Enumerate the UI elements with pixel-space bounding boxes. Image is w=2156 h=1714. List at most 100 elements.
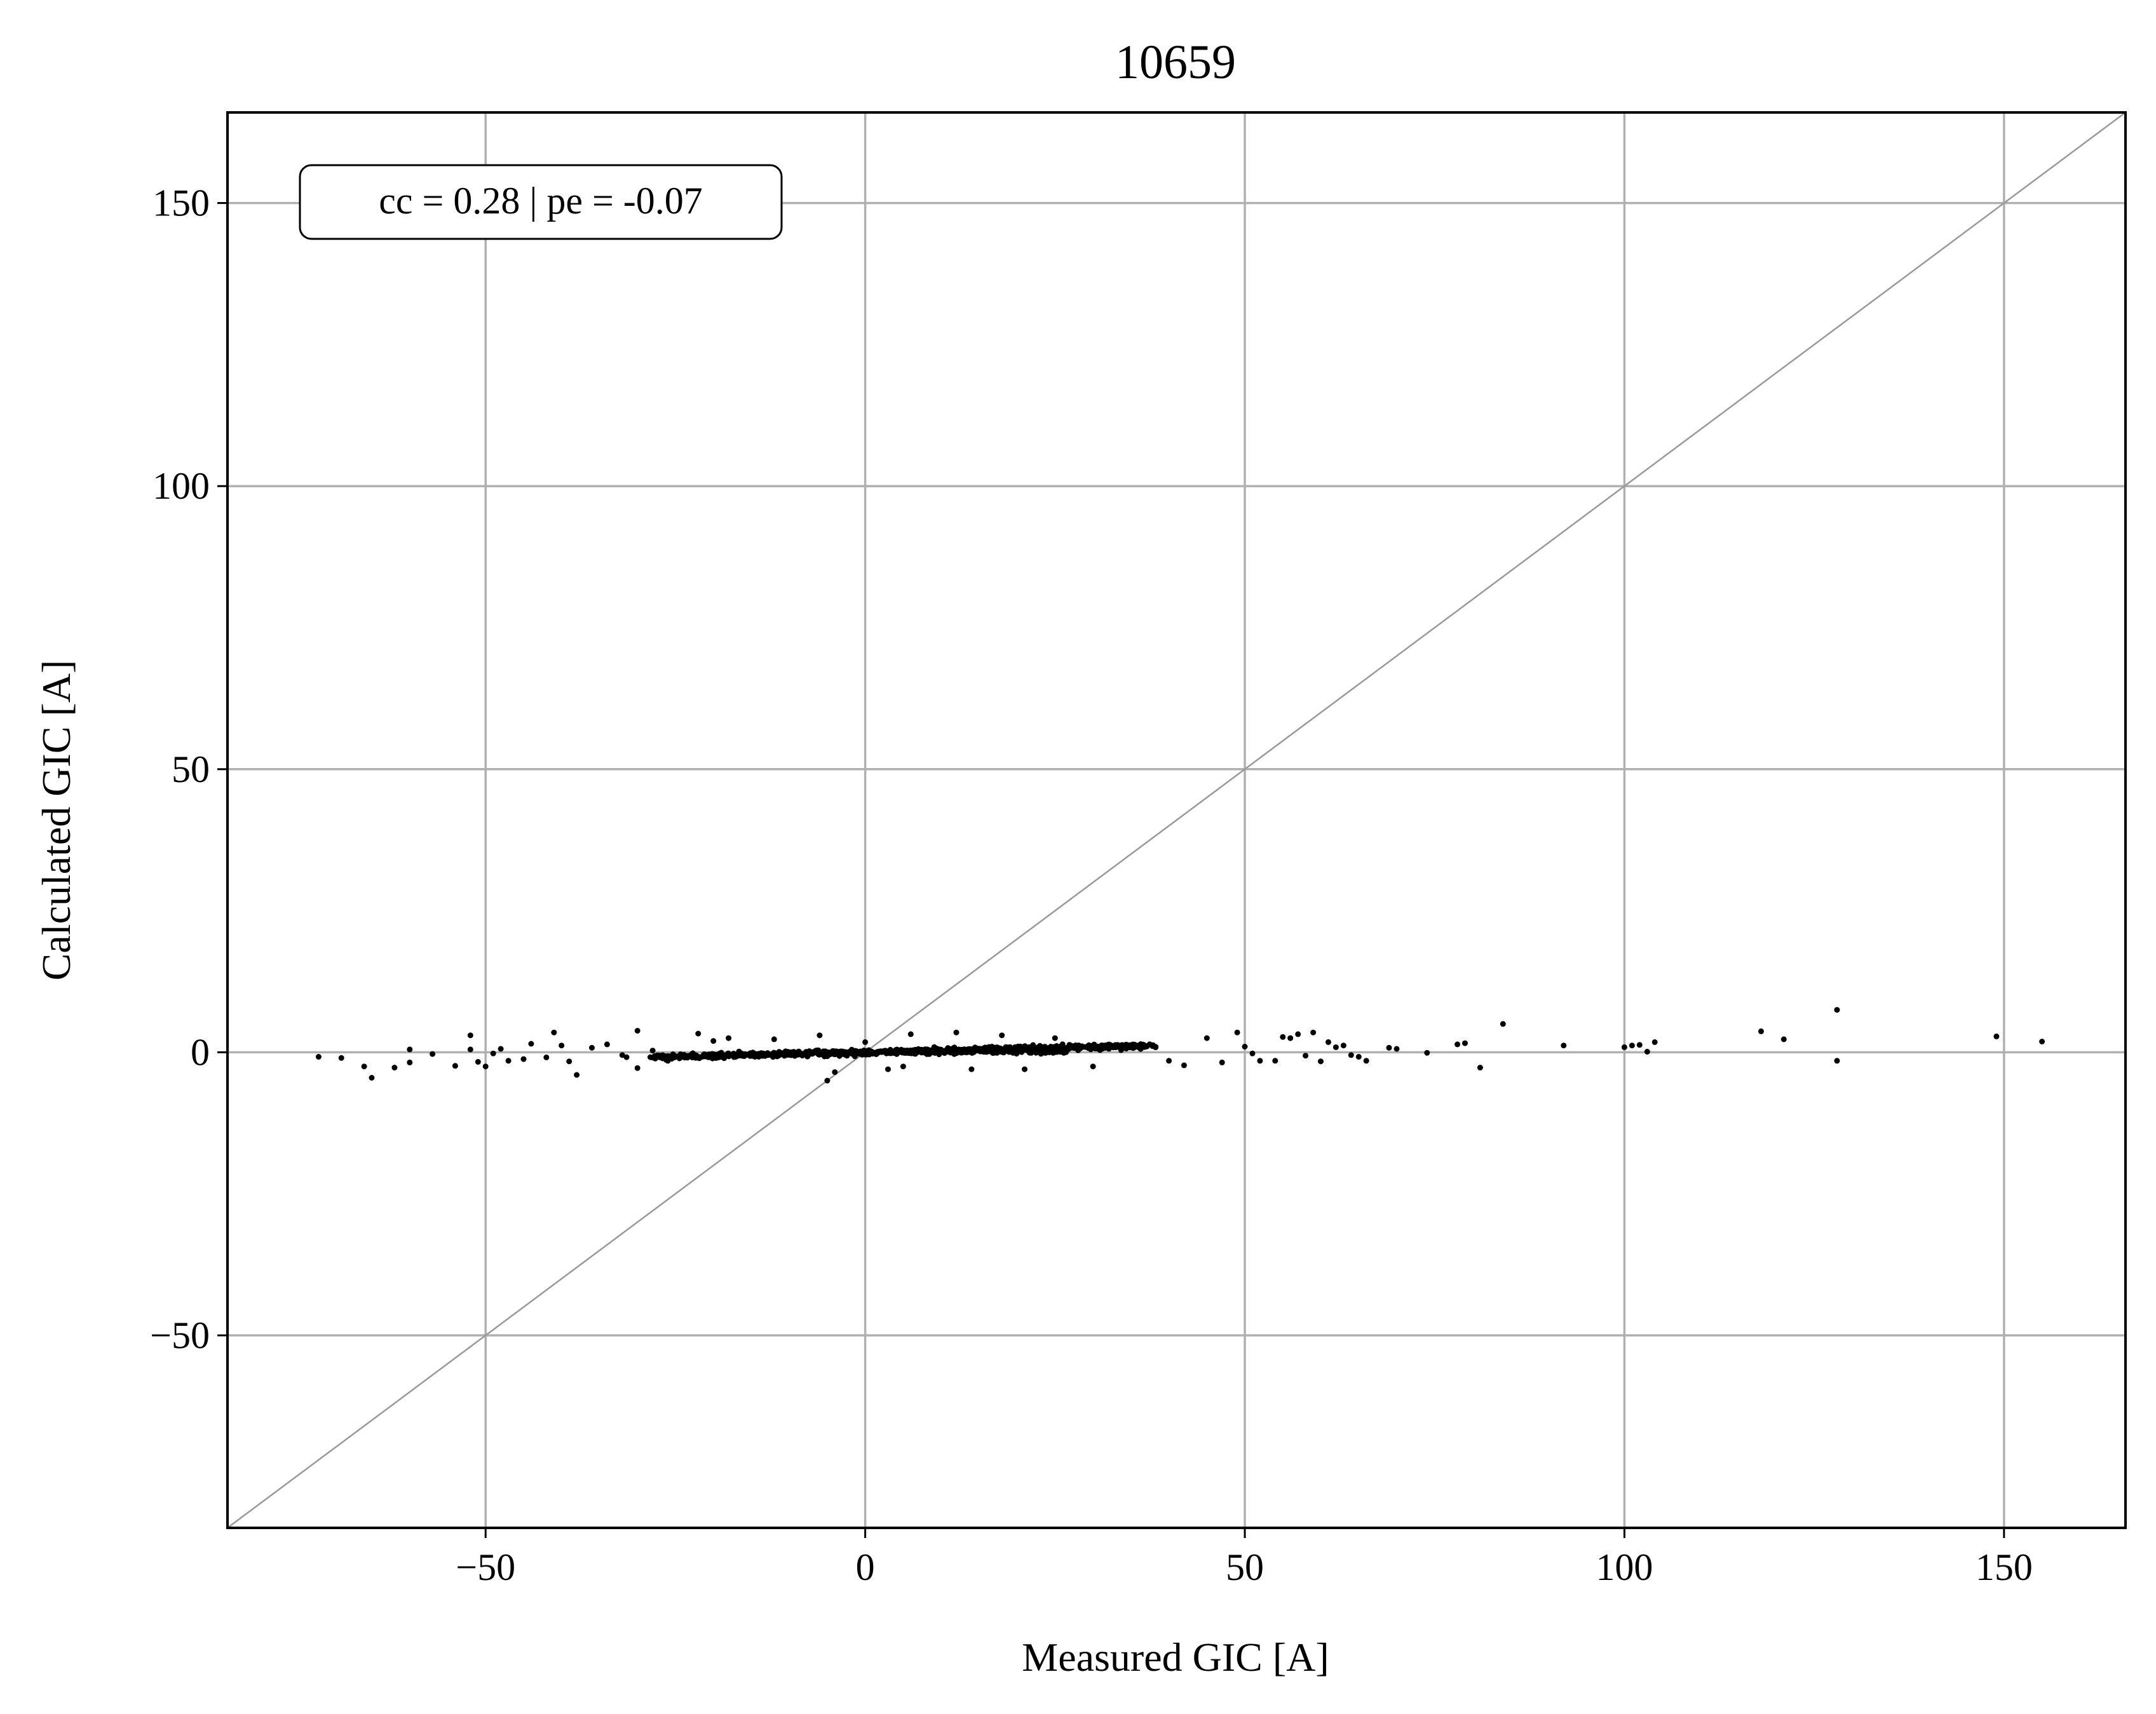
data-point <box>1325 1039 1331 1045</box>
data-point <box>665 1058 671 1064</box>
data-point <box>799 1051 805 1058</box>
data-point <box>782 1052 788 1058</box>
data-point <box>1621 1044 1627 1050</box>
y-axis-label: Calculated GIC [A] <box>34 660 79 981</box>
data-point <box>528 1041 534 1047</box>
plot-frame <box>226 111 2127 1529</box>
stats-annotation: cc = 0.28 | pe = -0.07 <box>299 164 783 240</box>
data-point <box>1018 1049 1024 1055</box>
data-point <box>771 1036 777 1043</box>
data-point <box>1303 1053 1309 1059</box>
data-point <box>942 1048 949 1055</box>
data-point <box>895 1049 901 1055</box>
data-point <box>698 1054 704 1060</box>
data-point <box>669 1054 675 1060</box>
data-point <box>1280 1034 1286 1040</box>
data-point <box>1462 1040 1468 1046</box>
data-point <box>619 1052 625 1058</box>
data-point <box>559 1043 565 1049</box>
data-point <box>1050 1049 1056 1056</box>
data-point <box>1332 1044 1339 1050</box>
data-point <box>1424 1049 1430 1056</box>
y-tick-label: 100 <box>153 465 210 507</box>
data-point <box>832 1050 838 1056</box>
data-point <box>407 1059 413 1065</box>
data-point <box>475 1059 481 1065</box>
data-point <box>369 1075 375 1081</box>
data-point <box>1287 1035 1294 1041</box>
data-point <box>1125 1043 1131 1049</box>
data-point <box>695 1030 702 1037</box>
data-point <box>817 1032 823 1039</box>
data-point <box>840 1049 846 1055</box>
data-point <box>768 1051 774 1058</box>
data-point <box>999 1032 1005 1039</box>
data-point <box>968 1066 975 1072</box>
data-point <box>832 1069 838 1076</box>
data-point <box>1355 1054 1362 1060</box>
data-point <box>623 1054 630 1060</box>
data-point <box>1363 1058 1369 1064</box>
data-point <box>543 1054 550 1060</box>
data-point <box>788 1049 794 1055</box>
data-point <box>2039 1039 2045 1044</box>
data-point <box>951 1051 958 1057</box>
data-point <box>1834 1058 1840 1064</box>
data-point <box>1073 1044 1080 1051</box>
data-point <box>714 1054 720 1060</box>
data-point <box>910 1050 916 1056</box>
data-point <box>726 1035 732 1041</box>
reference-line-layer <box>227 111 2126 1529</box>
data-point <box>804 1053 811 1060</box>
data-point <box>574 1072 580 1078</box>
data-point <box>1038 1051 1044 1057</box>
data-point <box>505 1058 512 1064</box>
chart-title: 10659 <box>1115 36 1236 89</box>
data-point <box>1318 1058 1324 1065</box>
data-point <box>1166 1058 1172 1064</box>
data-point <box>1000 1049 1007 1055</box>
data-point <box>338 1055 344 1061</box>
data-point <box>1108 1043 1115 1049</box>
data-point <box>820 1051 827 1057</box>
data-point <box>361 1063 367 1070</box>
data-point <box>862 1039 869 1045</box>
data-point <box>1780 1036 1787 1043</box>
data-point <box>407 1046 413 1053</box>
data-point <box>1140 1041 1146 1048</box>
data-point <box>824 1077 831 1084</box>
data-point <box>1644 1049 1650 1055</box>
data-point <box>1067 1045 1073 1051</box>
data-point <box>723 1053 729 1058</box>
data-point <box>1203 1035 1210 1041</box>
data-point <box>1131 1044 1137 1050</box>
data-point <box>953 1029 959 1036</box>
data-point <box>867 1049 873 1055</box>
data-point <box>482 1063 489 1070</box>
data-point <box>1022 1066 1027 1072</box>
data-point <box>1059 1048 1066 1055</box>
data-point <box>740 1051 747 1058</box>
data-point <box>315 1054 322 1060</box>
data-point <box>1257 1058 1263 1064</box>
data-point <box>681 1051 687 1058</box>
data-point <box>899 1049 905 1056</box>
y-tick-label: 150 <box>153 182 210 224</box>
data-point <box>589 1044 595 1051</box>
data-point <box>1090 1063 1096 1070</box>
data-points <box>315 1007 2045 1084</box>
data-point <box>1010 1049 1016 1056</box>
data-point <box>652 1055 658 1061</box>
data-point <box>1014 1049 1020 1056</box>
x-tick-label: 100 <box>1596 1546 1653 1588</box>
data-point <box>760 1050 766 1056</box>
data-point <box>936 1048 942 1055</box>
stats-annotation-box <box>299 164 783 240</box>
data-point <box>849 1051 855 1057</box>
data-point <box>1348 1052 1354 1058</box>
data-point <box>1834 1007 1840 1013</box>
data-point <box>792 1053 798 1059</box>
data-point <box>1052 1035 1058 1041</box>
data-point <box>983 1049 989 1055</box>
